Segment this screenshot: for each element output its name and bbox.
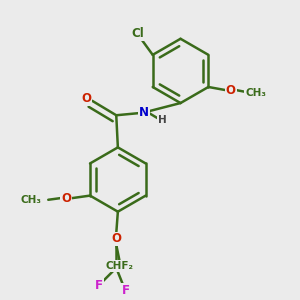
Text: F: F — [94, 279, 103, 292]
Text: CH₃: CH₃ — [245, 88, 266, 98]
Text: O: O — [226, 84, 236, 97]
Text: CHF₂: CHF₂ — [106, 261, 134, 271]
Text: O: O — [81, 92, 92, 105]
Text: O: O — [111, 232, 121, 245]
Text: CH₃: CH₃ — [20, 195, 41, 205]
Text: N: N — [139, 106, 148, 119]
Text: Cl: Cl — [131, 27, 144, 40]
Text: O: O — [61, 192, 71, 205]
Text: F: F — [122, 284, 130, 297]
Text: H: H — [158, 115, 166, 125]
